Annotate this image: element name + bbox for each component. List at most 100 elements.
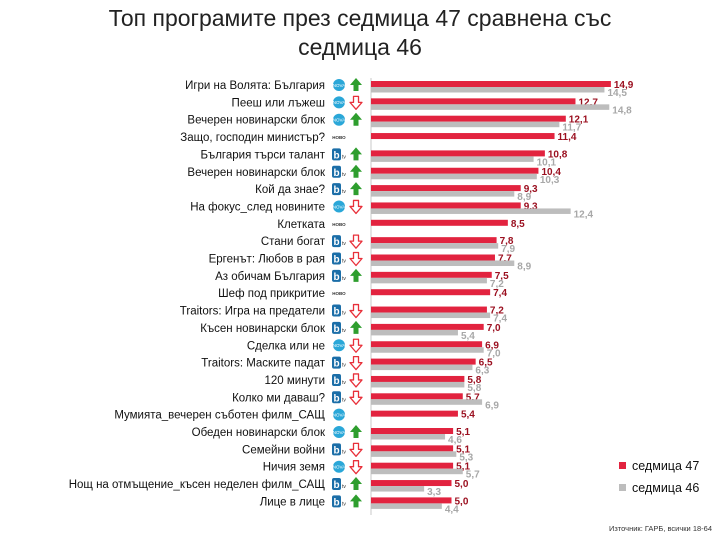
nova-logo-icon — [333, 200, 345, 213]
arrow-down-icon — [349, 373, 363, 388]
category-label: Клетката — [277, 219, 325, 231]
bar-week46 — [371, 243, 499, 249]
btv-logo-icon — [332, 252, 341, 265]
btv-logo-letter: b — [333, 480, 339, 491]
source-note: Източник: ГАРБ, всички 18-64 — [609, 524, 712, 533]
btv-logo-letter: b — [333, 376, 339, 387]
nova-logo-text: NOVA — [333, 430, 345, 435]
category-label: Кой да знае? — [255, 184, 325, 196]
channel-logo-novo: НОВО — [332, 222, 346, 227]
nova-logo-icon — [333, 408, 345, 421]
value-label-week46: 5,8 — [467, 383, 481, 394]
btv-logo-letter: b — [333, 185, 339, 196]
btv-logo-letter: b — [333, 272, 339, 283]
btv-logo-suffix: tv — [342, 501, 346, 507]
channel-logo-btv: b tv — [332, 478, 346, 491]
nova-logo-text: NOVA — [333, 83, 345, 88]
value-label-week47: 11,4 — [558, 132, 577, 143]
value-label-week47: 6,9 — [485, 340, 499, 351]
btv-logo-suffix: tv — [342, 397, 346, 403]
bar-week47 — [371, 341, 483, 348]
value-label-week46: 8,9 — [517, 192, 531, 203]
btv-logo-letter: b — [333, 150, 339, 161]
category-label: Нощ на отмъщение_късен неделен филм_САЩ — [69, 479, 325, 491]
btv-logo-suffix: tv — [342, 328, 346, 334]
btv-logo-letter: b — [333, 359, 339, 370]
btv-logo-suffix: tv — [342, 276, 346, 282]
bar-week46 — [371, 260, 515, 266]
category-label: Лице в лице — [260, 496, 325, 508]
value-label-week46: 7,9 — [501, 244, 515, 255]
nova-logo-icon — [333, 96, 345, 109]
arrow-up-icon — [350, 78, 362, 91]
category-label: Ергенът: Любов в рая — [209, 254, 325, 266]
btv-logo-letter: b — [333, 237, 339, 248]
value-label-week47: 7,8 — [500, 236, 514, 247]
value-label-week46: 4,6 — [448, 435, 462, 446]
novo-logo-text: НОВО — [332, 222, 346, 227]
channel-logo-btv: b tv — [332, 165, 346, 179]
category-label: Мумията_вечерен съботен филм_САЩ — [114, 410, 325, 422]
value-label-week47: 5,1 — [456, 462, 470, 473]
btv-logo-suffix: tv — [342, 380, 346, 386]
channel-logo-btv: b tv — [332, 443, 346, 456]
novo-logo-text: НОВО — [332, 135, 346, 140]
value-label-week47: 9,3 — [524, 201, 538, 212]
channel-logo-btv: b tv — [332, 235, 346, 248]
nova-logo-text: NOVA — [333, 465, 345, 470]
value-label-week46: 3,3 — [427, 487, 441, 498]
category-label: Късен новинарски блок — [200, 323, 326, 335]
bar-week46 — [371, 468, 463, 475]
category-label: Колко ми даваш? — [232, 392, 325, 404]
btv-logo-icon — [332, 478, 341, 491]
btv-logo-letter: b — [333, 445, 339, 456]
value-label-week46: 7,4 — [493, 314, 507, 325]
channel-logo-btv: b tv — [332, 356, 346, 370]
nova-logo-icon — [333, 113, 345, 126]
btv-logo-letter: b — [333, 324, 339, 335]
btv-logo-suffix: tv — [342, 154, 346, 160]
category-label: Ничия земя — [263, 462, 325, 474]
arrow-down-icon — [349, 251, 363, 267]
btv-logo-icon — [332, 391, 341, 404]
channel-logo-btv: b tv — [332, 304, 346, 318]
bar-week47 — [371, 237, 497, 244]
legend: седмица 47 седмица 46 — [619, 459, 699, 495]
bar-week47 — [371, 462, 454, 469]
value-label-week47: 5,1 — [456, 427, 470, 438]
category-label: Traitors: Игра на предатели — [180, 306, 325, 318]
bar-week47 — [371, 219, 508, 226]
btv-logo-suffix: tv — [342, 259, 346, 265]
btv-logo-suffix: tv — [342, 311, 346, 317]
channel-logo-btv: b tv — [332, 391, 346, 404]
bar-week47 — [371, 115, 566, 122]
bar-week47 — [371, 480, 452, 487]
value-label-week47: 7,0 — [487, 323, 501, 334]
value-label-week46: 11,7 — [562, 123, 581, 134]
btv-logo-suffix: tv — [342, 484, 346, 490]
btv-logo-icon — [332, 495, 341, 508]
btv-logo-letter: b — [333, 497, 339, 508]
arrow-down-icon — [349, 199, 363, 215]
arrow-up-icon — [350, 112, 362, 126]
channel-logo-novo: НОВО — [332, 291, 346, 296]
btv-logo-letter: b — [333, 255, 339, 266]
category-label: 120 минути — [264, 375, 325, 387]
bar-week46 — [371, 208, 571, 214]
value-label-week47: 7,7 — [498, 254, 512, 265]
value-label-week47: 10,8 — [548, 149, 568, 160]
channel-logo-nova: NOVA — [333, 96, 345, 109]
value-label-week47: 5,8 — [467, 375, 481, 386]
btv-logo-letter: b — [333, 168, 339, 179]
btv-logo-suffix: tv — [342, 449, 346, 455]
value-label-week47: 9,3 — [524, 184, 538, 195]
category-label: Игри на Волята: България — [185, 80, 325, 92]
value-label-week47: 12,7 — [578, 97, 598, 108]
nova-logo-text: NOVA — [333, 412, 345, 417]
value-label-week46: 14,8 — [612, 105, 632, 116]
nova-logo-icon — [333, 339, 345, 352]
value-label-week46: 6,9 — [485, 400, 499, 411]
arrow-down-icon — [349, 355, 363, 371]
btv-logo-icon — [332, 443, 341, 456]
bar-week46 — [371, 329, 458, 336]
